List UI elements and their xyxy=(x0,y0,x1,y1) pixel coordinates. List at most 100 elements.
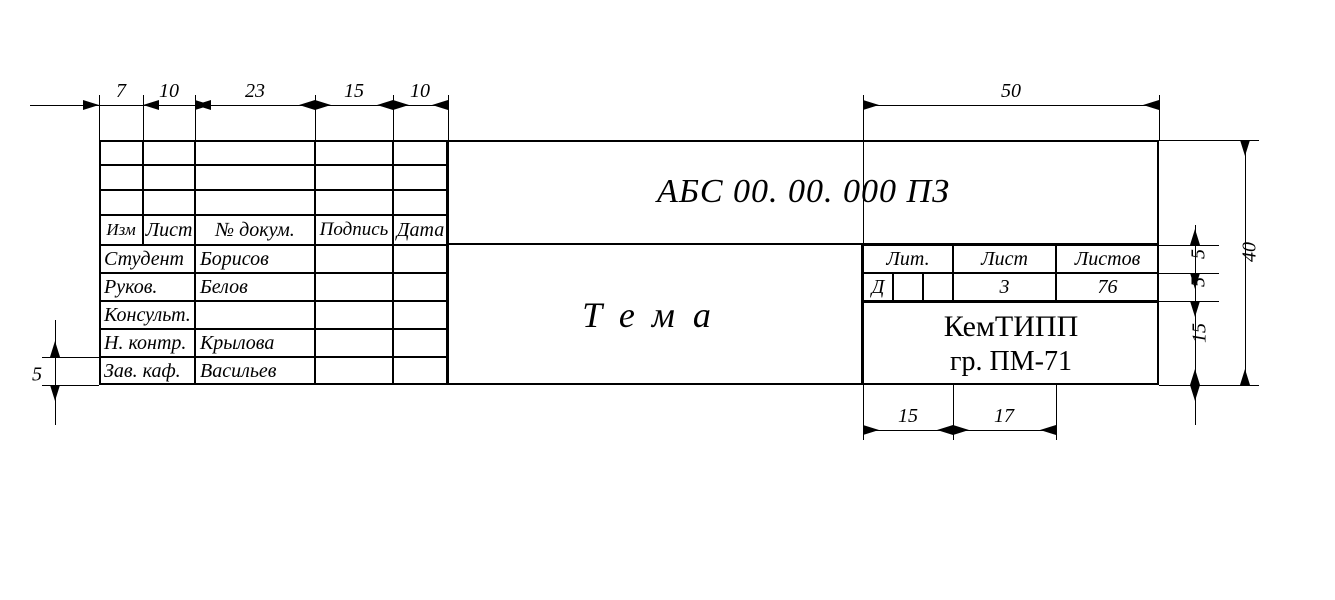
sign-consult xyxy=(315,301,393,329)
date-student xyxy=(393,245,448,273)
arr-5a-b xyxy=(1190,229,1200,245)
rev-row-3-list xyxy=(143,190,195,215)
theme-label: Тема xyxy=(448,245,863,385)
rev-row-1-sign xyxy=(315,140,393,165)
date-consult xyxy=(393,301,448,329)
role-zavkaf: Зав. каф. xyxy=(99,357,195,385)
name-rukov: Белов xyxy=(195,273,315,301)
ext-r-5 xyxy=(1159,385,1259,386)
sign-ncontr xyxy=(315,329,393,357)
dim-top-line-50 xyxy=(863,105,1159,106)
dim-top-line-0 xyxy=(30,105,195,106)
ext-b-3 xyxy=(1056,385,1057,440)
arr-b15-r xyxy=(937,425,953,435)
rev-row-3-izm xyxy=(99,190,143,215)
doc-code: АБС 00. 00. 000 ПЗ xyxy=(448,140,1159,245)
dim-50: 50 xyxy=(1001,80,1021,103)
dim-right-40-line xyxy=(1245,140,1246,385)
rb-listov-value: 76 xyxy=(1056,273,1159,301)
dim-l5: 5 xyxy=(32,364,42,387)
dim-10a: 10 xyxy=(159,80,179,103)
rev-row-1-list xyxy=(143,140,195,165)
rev-row-1-date xyxy=(393,140,448,165)
arr-50-l xyxy=(863,100,879,110)
role-ncontr: Н. контр. xyxy=(99,329,195,357)
arr-b17-r xyxy=(1040,425,1056,435)
arr-l5-b xyxy=(50,385,60,401)
role-student: Студент xyxy=(99,245,195,273)
date-zavkaf xyxy=(393,357,448,385)
rb-listov-label: Листов xyxy=(1056,245,1159,273)
role-rukov: Руков. xyxy=(99,273,195,301)
ext-top-r1 xyxy=(863,95,864,245)
arr-10b-r xyxy=(432,100,448,110)
arr-15-b xyxy=(1190,369,1200,385)
ext-top-1 xyxy=(99,95,100,140)
rb-list-label: Лист xyxy=(953,245,1056,273)
rev-row-1-izm xyxy=(99,140,143,165)
arr-b17-l xyxy=(953,425,969,435)
rb-lit-v3 xyxy=(923,273,953,301)
dim-5b: 5 xyxy=(1188,277,1211,287)
rev-row-2-list xyxy=(143,165,195,190)
rev-row-2-doc xyxy=(195,165,315,190)
title-block-diagram: Изм Лист № докум. Подпись Дата Студент Б… xyxy=(0,0,1335,600)
sign-zavkaf xyxy=(315,357,393,385)
hdr-docnum: № докум. xyxy=(195,215,315,245)
arr-b15-l xyxy=(863,425,879,435)
arr-l5-t xyxy=(50,341,60,357)
rb-lit-v1: Д xyxy=(863,273,893,301)
arr-7-r xyxy=(143,100,159,110)
arr-40-t xyxy=(1240,140,1250,156)
rb-org-line1: КемТИПП xyxy=(944,310,1079,344)
arr-7-l xyxy=(83,100,99,110)
name-ncontr: Крылова xyxy=(195,329,315,357)
dim-b17: 17 xyxy=(994,405,1014,428)
dim-top-line-23 xyxy=(195,105,315,106)
arr-23-l xyxy=(195,100,211,110)
rb-list-value: 3 xyxy=(953,273,1056,301)
arr-23-r xyxy=(299,100,315,110)
rb-org: КемТИПП гр. ПМ-71 xyxy=(863,301,1159,385)
rev-row-2-date xyxy=(393,165,448,190)
hdr-list: Лист xyxy=(143,215,195,245)
rev-row-2-izm xyxy=(99,165,143,190)
rev-row-3-doc xyxy=(195,190,315,215)
rev-row-3-date xyxy=(393,190,448,215)
rev-row-2-sign xyxy=(315,165,393,190)
ext-r-4 xyxy=(1159,301,1219,302)
dim-15r: 15 xyxy=(1189,323,1212,343)
role-consult: Консульт. xyxy=(99,301,195,329)
arr-50-r xyxy=(1143,100,1159,110)
arr-10b-l xyxy=(393,100,409,110)
rb-org-line2: гр. ПМ-71 xyxy=(950,346,1072,378)
dim-23: 23 xyxy=(245,80,265,103)
rev-row-1-doc xyxy=(195,140,315,165)
arr-15-r xyxy=(377,100,393,110)
hdr-izm: Изм xyxy=(99,215,143,245)
name-consult xyxy=(195,301,315,329)
ext-r-3 xyxy=(1159,273,1219,274)
ext-r-2 xyxy=(1159,245,1219,246)
dim-7: 7 xyxy=(116,80,126,103)
dim-5a: 5 xyxy=(1188,249,1211,259)
rb-lit-label: Лит. xyxy=(863,245,953,273)
arr-40-b xyxy=(1240,369,1250,385)
date-ncontr xyxy=(393,329,448,357)
name-zavkaf: Васильев xyxy=(195,357,315,385)
hdr-sign: Подпись xyxy=(315,215,393,245)
arr-5b-t xyxy=(1190,301,1200,317)
dim-left-5-line xyxy=(55,320,56,425)
rev-row-3-sign xyxy=(315,190,393,215)
sign-student xyxy=(315,245,393,273)
rb-lit-v2 xyxy=(893,273,923,301)
arr-bot xyxy=(1190,385,1200,401)
ext-top-6 xyxy=(448,95,449,140)
ext-l-1 xyxy=(42,357,99,358)
dim-10b: 10 xyxy=(410,80,430,103)
name-student: Борисов xyxy=(195,245,315,273)
dim-40: 40 xyxy=(1239,242,1262,262)
sign-rukov xyxy=(315,273,393,301)
dim-b15: 15 xyxy=(898,405,918,428)
hdr-date: Дата xyxy=(393,215,448,245)
